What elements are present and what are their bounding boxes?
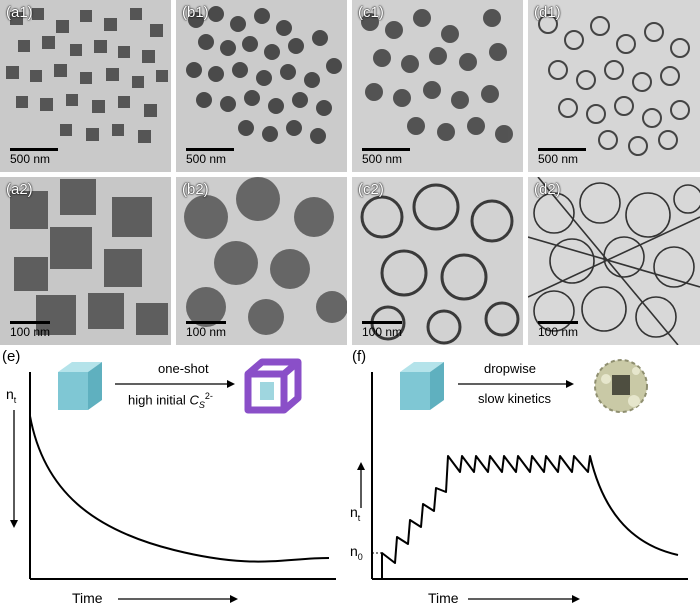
- x-label-e: Time: [72, 590, 103, 606]
- y-label-e: nt: [6, 386, 17, 405]
- y-label-f: nt: [350, 504, 361, 523]
- arrow-top-label-e: one-shot: [158, 361, 209, 376]
- sawtooth-plot-f: [371, 372, 688, 580]
- scale-bar-a2: 100 nm: [10, 321, 50, 339]
- scale-bar-d1: 500 nm: [538, 148, 586, 166]
- particles-c1: [361, 9, 513, 143]
- x-direction-arrow-e: [118, 595, 238, 603]
- particles-b2: [184, 177, 347, 335]
- scale-bar-b2: 100 nm: [186, 321, 226, 339]
- panel-label-c2: (c2): [358, 181, 384, 198]
- x-label-f: Time: [428, 590, 459, 606]
- scale-bar-a1: 500 nm: [10, 148, 58, 166]
- porous-particle-icon-f: [594, 359, 648, 413]
- panel-label-f: (f): [352, 348, 367, 365]
- arrow-bottom-label-f: slow kinetics: [478, 391, 551, 406]
- micrograph-d2: (d2) 100 nm: [528, 177, 700, 345]
- micrograph-c2: (c2) 100 nm: [352, 177, 523, 345]
- y-direction-arrow-e: [10, 410, 18, 528]
- particles-d2: [528, 177, 700, 345]
- y-direction-arrow-f: [357, 462, 365, 508]
- panel-label-b2: (b2): [182, 181, 209, 198]
- cage-icon-e: [244, 358, 302, 414]
- cube-particles-a1: [6, 8, 168, 143]
- arrow-top-label-f: dropwise: [484, 361, 537, 376]
- arrow-bottom-label-e: high initial CS2-: [128, 391, 213, 410]
- cube-icon-e: [58, 362, 102, 410]
- panel-label-c1: (c1): [358, 4, 384, 21]
- micrograph-a1: (a1) 500 nm: [0, 0, 171, 172]
- particles-b1: [186, 6, 342, 144]
- particles-d1: [538, 14, 690, 156]
- micrograph-a2: (a2) 100 nm: [0, 177, 171, 345]
- cube-particles-a2: [10, 179, 168, 335]
- micrograph-b2: (b2) 100 nm: [176, 177, 347, 345]
- arrow-e: [115, 380, 235, 388]
- panel-label-d2: (d2): [534, 181, 561, 198]
- cube-icon-f: [400, 362, 444, 410]
- micrograph-c1: (c1) 500 nm: [352, 0, 523, 172]
- micrograph-d1: (d1) 500 nm: [528, 0, 700, 172]
- decay-plot-e: [29, 372, 336, 580]
- arrow-f: [458, 380, 574, 388]
- particles-c2: [360, 183, 520, 345]
- panel-label-e: (e): [2, 348, 21, 365]
- decay-curve: [29, 415, 330, 563]
- panel-label-a2: (a2): [6, 181, 33, 198]
- scale-bar-b1: 500 nm: [186, 148, 234, 166]
- panel-label-d1: (d1): [534, 4, 561, 21]
- micrograph-b1: (b1) 500 nm: [176, 0, 347, 172]
- scale-bar-c2: 100 nm: [362, 321, 402, 339]
- sawtooth-curve: [381, 455, 679, 579]
- scale-bar-c1: 500 nm: [362, 148, 410, 166]
- x-direction-arrow-f: [468, 595, 580, 603]
- panel-label-a1: (a1): [6, 4, 33, 21]
- panel-label-b1: (b1): [182, 4, 209, 21]
- n0-label-f: n0: [350, 543, 363, 562]
- scale-bar-d2: 100 nm: [538, 321, 578, 339]
